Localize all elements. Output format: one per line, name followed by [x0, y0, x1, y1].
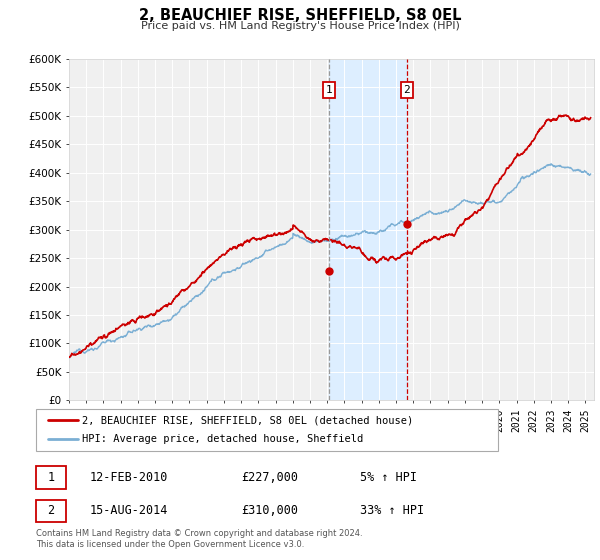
Bar: [329, 59, 407, 400]
Text: 1: 1: [47, 471, 55, 484]
Bar: [36, 466, 66, 489]
Text: £227,000: £227,000: [241, 471, 298, 484]
Text: 33% ↑ HPI: 33% ↑ HPI: [360, 505, 424, 517]
Text: 2: 2: [403, 85, 410, 95]
Text: Price paid vs. HM Land Registry's House Price Index (HPI): Price paid vs. HM Land Registry's House …: [140, 21, 460, 31]
Text: 2, BEAUCHIEF RISE, SHEFFIELD, S8 0EL (detached house): 2, BEAUCHIEF RISE, SHEFFIELD, S8 0EL (de…: [82, 415, 413, 425]
Text: Contains HM Land Registry data © Crown copyright and database right 2024.
This d: Contains HM Land Registry data © Crown c…: [36, 529, 362, 549]
Text: £310,000: £310,000: [241, 505, 298, 517]
Text: 2: 2: [47, 505, 55, 517]
Bar: [36, 500, 66, 522]
Text: 1: 1: [326, 85, 332, 95]
Text: 12-FEB-2010: 12-FEB-2010: [90, 471, 169, 484]
Text: 2, BEAUCHIEF RISE, SHEFFIELD, S8 0EL: 2, BEAUCHIEF RISE, SHEFFIELD, S8 0EL: [139, 8, 461, 24]
Text: 15-AUG-2014: 15-AUG-2014: [90, 505, 169, 517]
Text: HPI: Average price, detached house, Sheffield: HPI: Average price, detached house, Shef…: [82, 435, 364, 445]
Text: 5% ↑ HPI: 5% ↑ HPI: [360, 471, 417, 484]
